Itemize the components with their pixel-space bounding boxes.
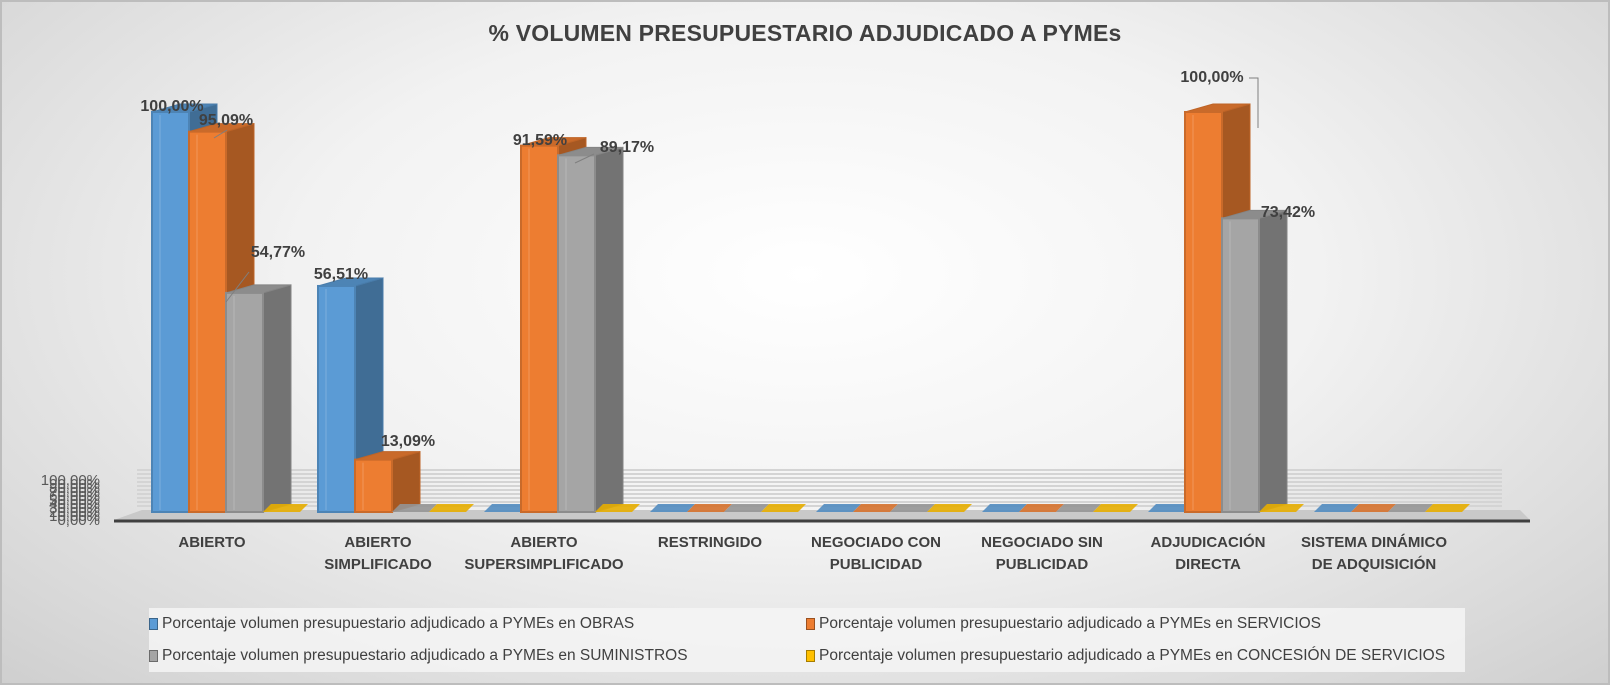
bar[interactable] — [890, 504, 935, 512]
legend-label: Porcentaje volumen presupuestario adjudi… — [162, 647, 688, 664]
y-tick-label: 10,00% — [49, 508, 100, 525]
x-category-label: DIRECTA — [1175, 556, 1241, 573]
bar[interactable] — [1425, 504, 1470, 512]
bar[interactable] — [650, 504, 695, 512]
bar[interactable] — [761, 504, 806, 512]
x-category-label: NEGOCIADO CON — [811, 534, 941, 551]
y-tick-label: 50,00% — [49, 492, 100, 509]
floor — [114, 510, 1530, 520]
x-category-label: NEGOCIADO SIN — [981, 534, 1103, 551]
legend-swatch-icon — [149, 618, 158, 630]
bar[interactable] — [595, 504, 640, 512]
legend-item-servicios[interactable]: Porcentaje volumen presupuestario adjudi… — [806, 608, 1465, 640]
bar[interactable] — [1148, 504, 1193, 512]
legend-item-obras[interactable]: Porcentaje volumen presupuestario adjudi… — [149, 608, 806, 640]
x-category-label: ABIERTO — [344, 534, 412, 551]
data-label: 100,00% — [140, 98, 203, 115]
bar[interactable] — [392, 504, 437, 512]
y-tick-label: 20,00% — [49, 504, 100, 521]
y-tick-label: 80,00% — [49, 480, 100, 497]
data-label: 56,51% — [314, 266, 368, 283]
x-category-label: DE ADQUISICIÓN — [1312, 555, 1436, 573]
data-label: 89,17% — [600, 139, 654, 156]
y-tick-label: 90,00% — [49, 476, 100, 493]
y-tick-label: 0,00% — [57, 512, 100, 529]
x-category-label: PUBLICIDAD — [996, 556, 1089, 573]
bar[interactable] — [557, 146, 624, 513]
x-category-label: ADJUDICACIÓN — [1150, 533, 1265, 551]
y-tick-label: 40,00% — [49, 496, 100, 513]
bar[interactable] — [354, 450, 421, 514]
leader-line — [213, 129, 228, 139]
x-category-label: SUPERSIMPLIFICADO — [464, 556, 624, 573]
legend-label: Porcentaje volumen presupuestario adjudi… — [162, 615, 635, 632]
legend-swatch-icon — [149, 650, 158, 662]
x-category-label: SISTEMA DINÁMICO — [1301, 534, 1447, 551]
legend-label: Porcentaje volumen presupuestario adjudi… — [819, 615, 1322, 632]
x-category-label: PUBLICIDAD — [830, 556, 923, 573]
bar[interactable] — [1221, 209, 1288, 513]
data-label: 13,09% — [381, 433, 435, 450]
x-category-label: RESTRINGIDO — [658, 534, 763, 551]
bar[interactable] — [429, 504, 474, 512]
bar[interactable] — [484, 504, 529, 512]
data-label: 54,77% — [251, 244, 305, 261]
bar[interactable] — [1019, 504, 1064, 512]
bar[interactable] — [263, 504, 308, 512]
data-label: 91,59% — [513, 132, 567, 149]
x-category-label: ABIERTO — [178, 534, 246, 551]
bar[interactable] — [1259, 504, 1304, 512]
data-label: 100,00% — [1180, 69, 1243, 86]
leader-line — [574, 153, 595, 164]
data-label: 95,09% — [199, 112, 253, 129]
bar[interactable] — [225, 284, 292, 514]
x-category-label: ABIERTO — [510, 534, 578, 551]
bar[interactable] — [982, 504, 1027, 512]
legend-swatch-icon — [806, 618, 815, 630]
bar[interactable] — [1093, 504, 1138, 512]
bar[interactable] — [1351, 504, 1396, 512]
legend-item-suministros[interactable]: Porcentaje volumen presupuestario adjudi… — [149, 640, 806, 672]
bar[interactable] — [816, 504, 861, 512]
y-tick-label: 60,00% — [49, 488, 100, 505]
x-category-label: SIMPLIFICADO — [324, 556, 432, 573]
bar[interactable] — [687, 504, 732, 512]
y-tick-label: 100,00% — [41, 472, 100, 489]
bar[interactable] — [853, 504, 898, 512]
y-tick-label: 70,00% — [49, 484, 100, 501]
legend-item-concesion[interactable]: Porcentaje volumen presupuestario adjudi… — [806, 640, 1465, 672]
leader-line — [1249, 77, 1259, 128]
chart-title: % VOLUMEN PRESUPUESTARIO ADJUDICADO A PY… — [488, 20, 1122, 46]
bar[interactable] — [1056, 504, 1101, 512]
bar[interactable] — [724, 504, 769, 512]
data-label: 73,42% — [1261, 204, 1315, 221]
legend-swatch-icon — [806, 650, 815, 662]
y-tick-label: 30,00% — [49, 500, 100, 517]
bar[interactable] — [927, 504, 972, 512]
bar[interactable] — [1314, 504, 1359, 512]
legend: Porcentaje volumen presupuestario adjudi… — [149, 608, 1465, 672]
legend-label: Porcentaje volumen presupuestario adjudi… — [819, 647, 1446, 664]
leader-line — [225, 271, 250, 303]
bar[interactable] — [1388, 504, 1433, 512]
